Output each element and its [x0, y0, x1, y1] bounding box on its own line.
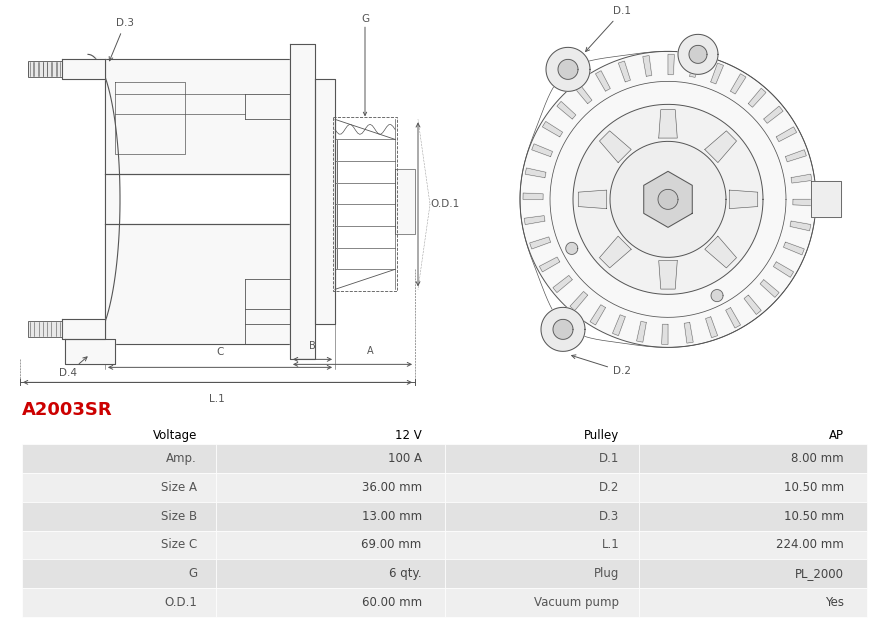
Polygon shape: [760, 280, 779, 297]
Polygon shape: [575, 84, 592, 103]
Text: A2003SR: A2003SR: [22, 401, 113, 419]
Polygon shape: [542, 121, 563, 137]
Bar: [28, 321, 62, 338]
Polygon shape: [65, 340, 115, 364]
Polygon shape: [643, 55, 652, 76]
Polygon shape: [610, 141, 726, 257]
Polygon shape: [786, 150, 806, 162]
Polygon shape: [619, 61, 630, 82]
Polygon shape: [668, 54, 675, 75]
Text: B: B: [308, 341, 316, 351]
Polygon shape: [659, 260, 677, 289]
Polygon shape: [62, 320, 105, 340]
Polygon shape: [557, 102, 576, 119]
Polygon shape: [637, 321, 646, 342]
Polygon shape: [525, 168, 546, 178]
Text: L.1: L.1: [209, 394, 225, 404]
Polygon shape: [790, 221, 811, 231]
Polygon shape: [395, 169, 415, 234]
Polygon shape: [685, 323, 693, 343]
Text: D.3: D.3: [109, 18, 134, 61]
Polygon shape: [520, 51, 816, 348]
Polygon shape: [705, 236, 736, 268]
Polygon shape: [613, 315, 625, 336]
Polygon shape: [729, 190, 757, 209]
Polygon shape: [783, 242, 805, 255]
Polygon shape: [678, 34, 718, 74]
Polygon shape: [546, 47, 590, 92]
Polygon shape: [62, 59, 105, 79]
Polygon shape: [599, 131, 631, 163]
Bar: [28, 61, 62, 77]
Polygon shape: [290, 44, 315, 359]
Text: O.D.1: O.D.1: [430, 199, 460, 209]
Polygon shape: [553, 275, 573, 293]
Polygon shape: [705, 131, 736, 163]
Polygon shape: [315, 79, 335, 325]
Polygon shape: [776, 127, 797, 141]
Polygon shape: [525, 216, 545, 224]
Polygon shape: [578, 190, 606, 209]
Polygon shape: [88, 54, 120, 345]
Polygon shape: [523, 193, 543, 199]
Polygon shape: [744, 295, 761, 315]
Polygon shape: [706, 317, 717, 338]
Bar: [333, 117, 397, 292]
Polygon shape: [711, 290, 723, 302]
Polygon shape: [710, 63, 724, 84]
Polygon shape: [749, 88, 766, 107]
Polygon shape: [731, 74, 746, 94]
Text: A: A: [366, 346, 373, 356]
Polygon shape: [558, 59, 578, 79]
Polygon shape: [590, 305, 605, 325]
Polygon shape: [596, 71, 610, 91]
Polygon shape: [105, 224, 290, 345]
Polygon shape: [725, 308, 741, 328]
Polygon shape: [811, 181, 841, 217]
Polygon shape: [532, 144, 553, 156]
Polygon shape: [764, 106, 783, 123]
Polygon shape: [530, 237, 550, 249]
Polygon shape: [791, 174, 812, 183]
Text: D.1: D.1: [586, 6, 631, 52]
Polygon shape: [659, 110, 677, 138]
Polygon shape: [644, 171, 693, 227]
Polygon shape: [661, 324, 668, 345]
Text: C: C: [216, 348, 224, 358]
Polygon shape: [541, 307, 585, 351]
Polygon shape: [773, 262, 794, 277]
Polygon shape: [553, 320, 573, 340]
Polygon shape: [573, 105, 763, 294]
Polygon shape: [105, 59, 290, 174]
Polygon shape: [570, 292, 588, 310]
Text: G: G: [361, 14, 369, 24]
Polygon shape: [658, 189, 678, 209]
Polygon shape: [599, 236, 631, 268]
Text: D.4: D.4: [59, 357, 87, 378]
Polygon shape: [689, 45, 707, 64]
Polygon shape: [793, 199, 813, 206]
Polygon shape: [690, 57, 700, 77]
Text: D.2: D.2: [572, 355, 631, 376]
Polygon shape: [540, 257, 560, 272]
Polygon shape: [565, 242, 578, 254]
